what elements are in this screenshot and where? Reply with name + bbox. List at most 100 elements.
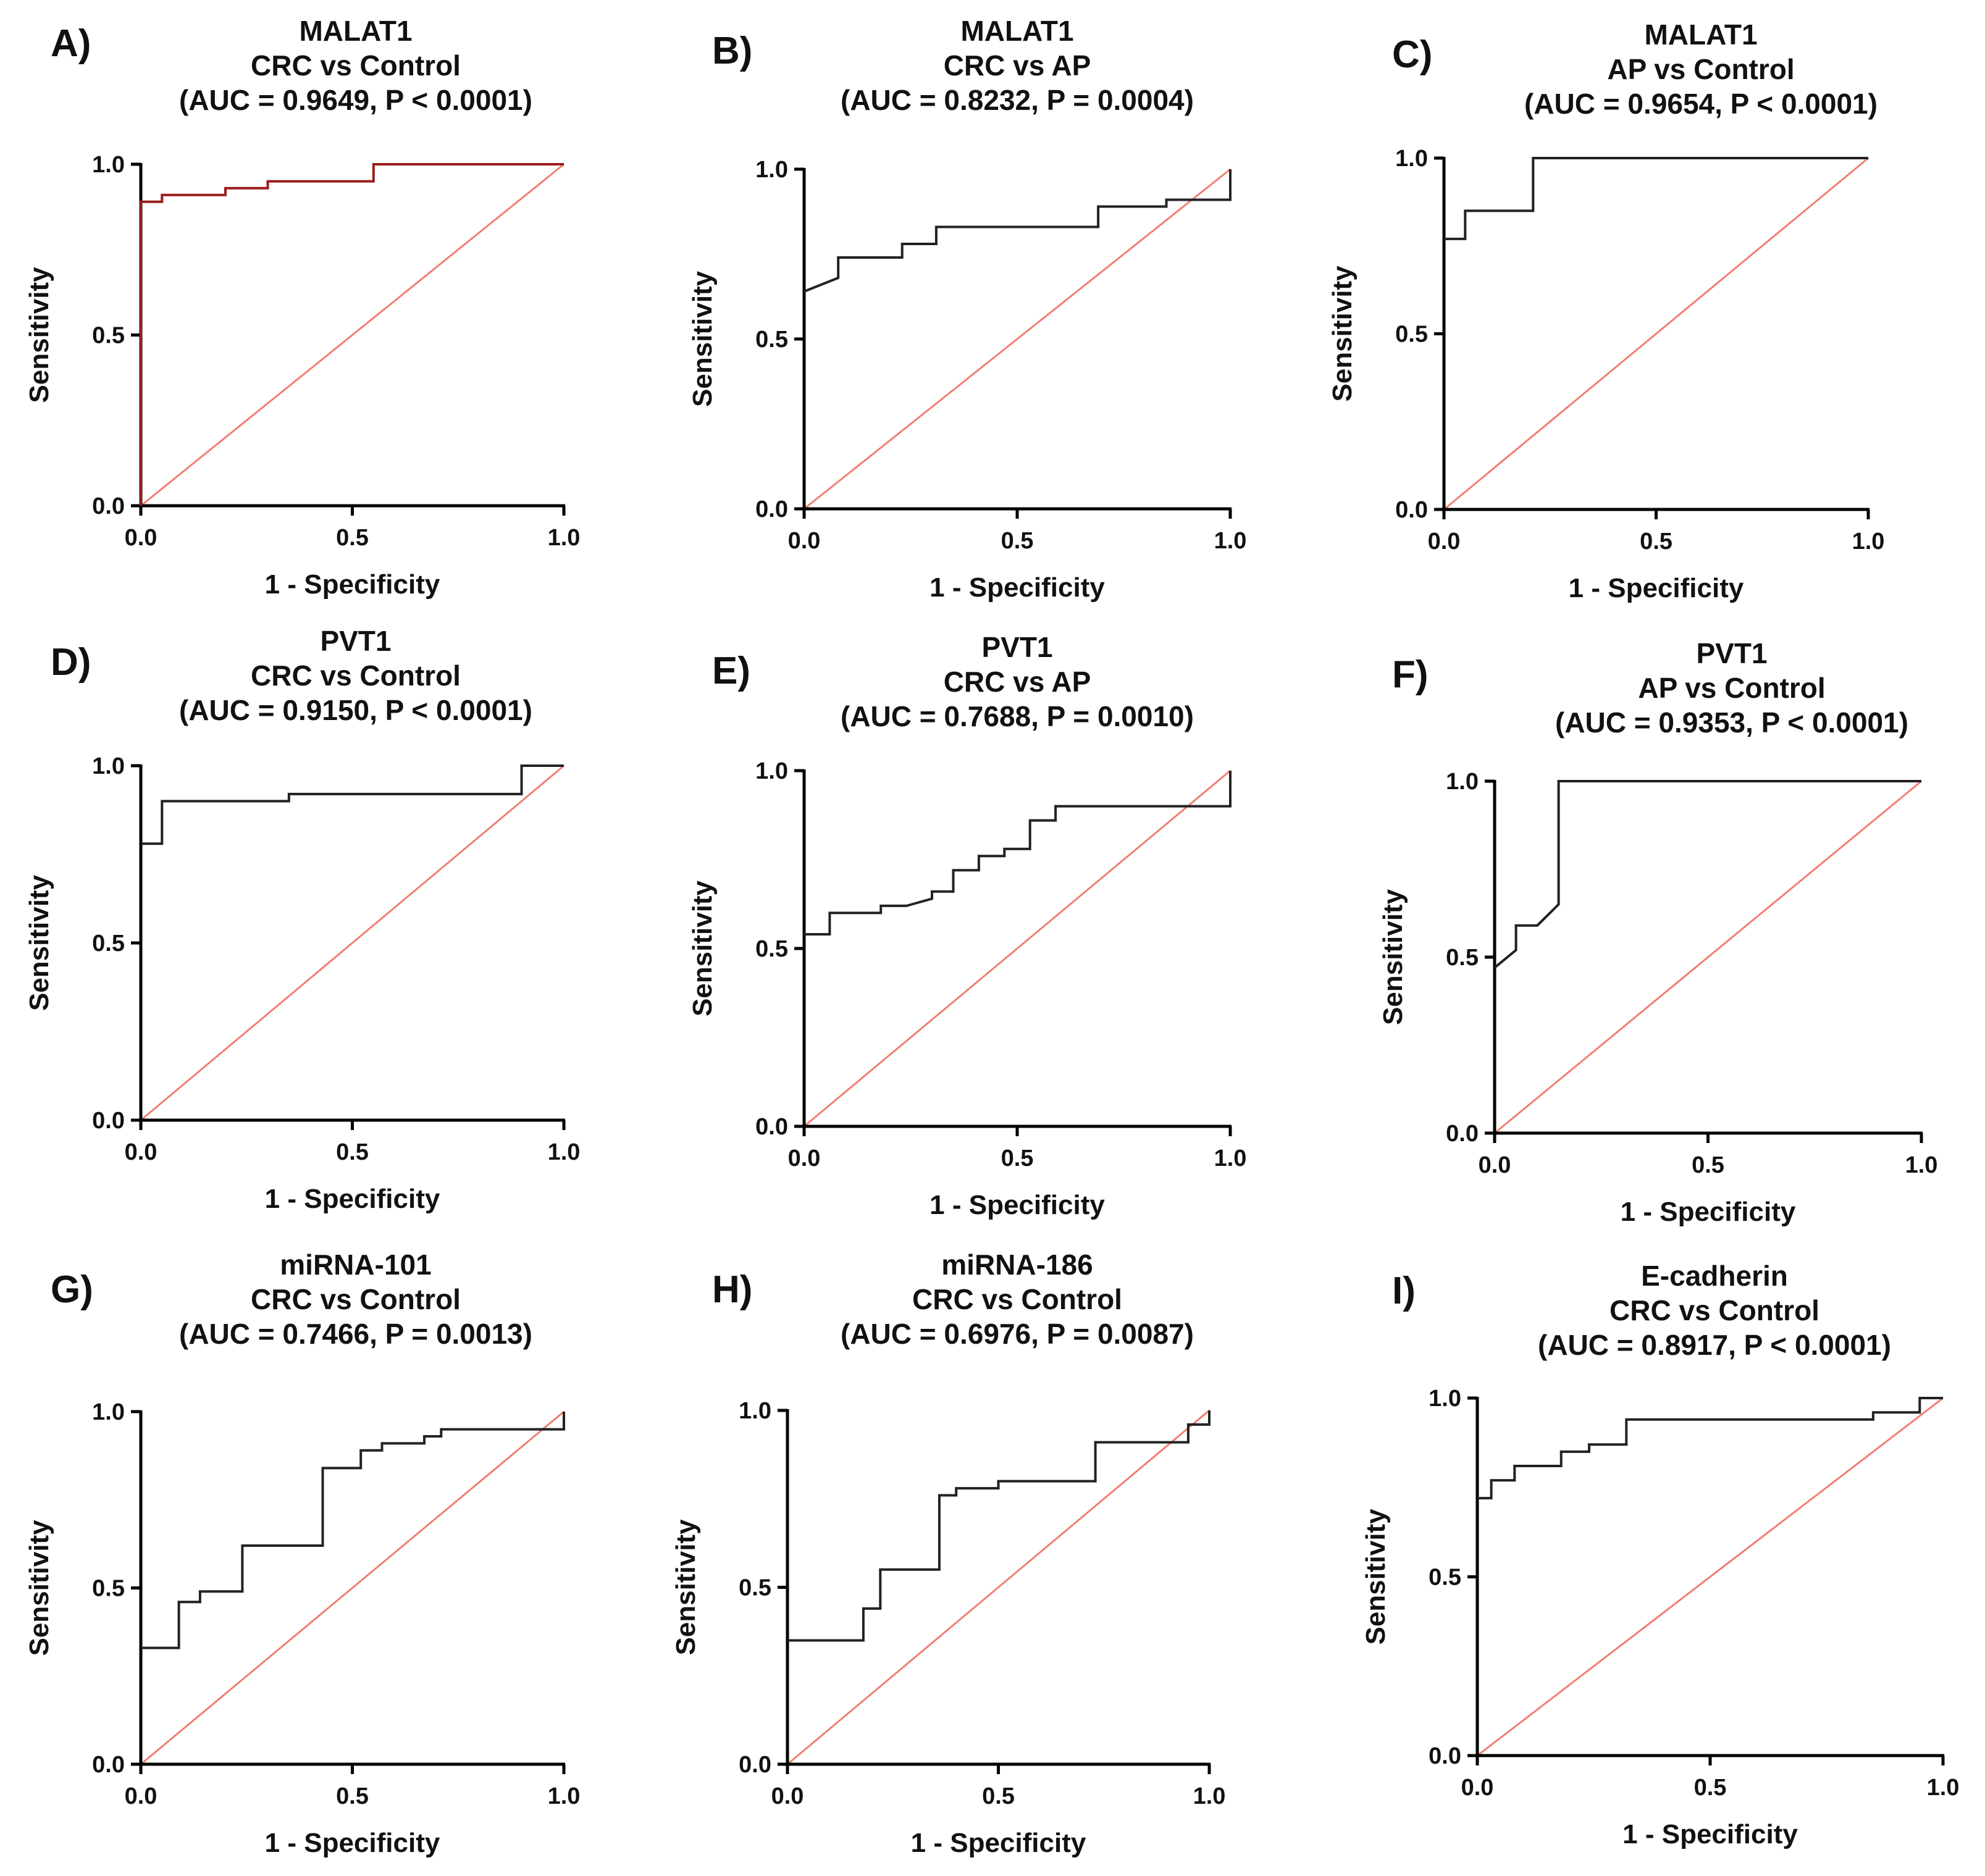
roc-panel-e: E) PVT1 CRC vs AP (AUC = 0.7688, P = 0.0… [661, 618, 1323, 1242]
y-tick-label: 1.0 [755, 758, 788, 784]
x-tick-label: 0.5 [1640, 529, 1672, 555]
y-tick-label: 0.5 [92, 931, 125, 957]
roc-panel-h: H) miRNA-186 CRC vs Control (AUC = 0.697… [661, 1235, 1323, 1860]
panel-title: miRNA-101 CRC vs Control (AUC = 0.7466, … [121, 1247, 590, 1351]
title-line-auc: (AUC = 0.7466, P = 0.0013) [179, 1318, 532, 1350]
x-tick-label: 1.0 [1905, 1152, 1938, 1178]
x-axis-title: 1 - Specificity [911, 1828, 1086, 1858]
roc-curve-line [140, 163, 564, 506]
title-line-comparison: CRC vs Control [251, 49, 461, 82]
title-line-auc: (AUC = 0.6976, P = 0.0087) [841, 1318, 1194, 1350]
y-tick-label: 0.0 [755, 1114, 788, 1140]
y-tick-label: 0.0 [92, 493, 125, 519]
y-tick-label: 0.5 [755, 936, 788, 962]
x-tick-label: 0.0 [771, 1783, 804, 1809]
x-tick-label: 0.0 [125, 525, 157, 551]
y-tick-label: 0.5 [92, 1576, 125, 1602]
y-tick-label: 0.5 [92, 323, 125, 349]
reference-line [804, 168, 1231, 510]
y-tick-label: 1.0 [1395, 146, 1428, 172]
roc-curve-line [804, 771, 1232, 936]
roc-curve-line [787, 1410, 1211, 1642]
roc-plot: 0.0 0.5 1.0 0.0 0.5 1.0 1 - Specificity Sensiti… [1378, 769, 1938, 1227]
title-line-auc: (AUC = 0.8917, P < 0.0001) [1538, 1329, 1891, 1362]
x-tick-label: 0.5 [336, 1783, 369, 1809]
title-line-gene: MALAT1 [299, 15, 413, 47]
x-tick-label: 0.0 [125, 1139, 157, 1165]
x-tick-label: 1.0 [1214, 1145, 1247, 1171]
y-tick-label: 0.5 [1446, 945, 1479, 971]
y-axis-title: Sensitivity [1361, 1509, 1391, 1645]
x-tick-label: 0.5 [336, 525, 369, 551]
y-tick-label: 1.0 [1446, 769, 1479, 795]
title-line-gene: miRNA-101 [280, 1249, 432, 1281]
title-line-gene: PVT1 [1696, 637, 1768, 669]
x-axis-title: 1 - Specificity [1621, 1197, 1796, 1227]
y-tick-label: 1.0 [92, 1399, 125, 1425]
y-tick-label: 0.0 [1395, 497, 1428, 523]
x-tick-label: 0.5 [982, 1783, 1015, 1809]
x-tick-label: 0.0 [788, 1145, 821, 1171]
title-line-gene: E-cadherin [1641, 1260, 1788, 1292]
x-axis-title: 1 - Specificity [1622, 1819, 1798, 1849]
title-line-comparison: CRC vs Control [251, 1283, 461, 1316]
title-line-gene: PVT1 [981, 631, 1053, 663]
panel-title: PVT1 CRC vs Control (AUC = 0.9150, P < 0… [121, 624, 590, 727]
y-tick-label: 0.5 [1429, 1565, 1461, 1591]
roc-curve-line [804, 169, 1232, 293]
roc-curve-line [1493, 780, 1921, 969]
roc-plot: 0.0 0.5 1.0 0.0 0.5 1.0 1 - Specificity Sensiti… [687, 157, 1247, 603]
y-tick-label: 0.0 [739, 1752, 771, 1778]
panel-label: E) [712, 650, 750, 692]
x-tick-label: 0.5 [1692, 1152, 1724, 1178]
title-line-auc: (AUC = 0.7688, P = 0.0010) [841, 700, 1194, 733]
x-tick-label: 1.0 [1193, 1783, 1226, 1809]
x-tick-label: 1.0 [548, 1783, 581, 1809]
x-tick-label: 1.0 [1927, 1775, 1960, 1801]
y-tick-label: 0.5 [1395, 322, 1428, 348]
roc-plot: 0.0 0.5 1.0 0.0 0.5 1.0 1 - Specificity Sensiti… [1327, 146, 1884, 603]
x-axis-title: 1 - Specificity [1569, 573, 1744, 603]
x-axis-title: 1 - Specificity [265, 1828, 440, 1858]
x-tick-label: 0.5 [1001, 528, 1034, 554]
y-axis-title: Sensitivity [687, 270, 718, 407]
title-line-comparison: CRC vs Control [1609, 1294, 1819, 1327]
panel-title: MALAT1 CRC vs Control (AUC = 0.9649, P <… [121, 14, 590, 117]
panel-label: I) [1392, 1270, 1416, 1312]
roc-panel-g: G) miRNA-101 CRC vs Control (AUC = 0.746… [0, 1235, 661, 1860]
roc-panel-i: I) E-cadherin CRC vs Control (AUC = 0.89… [1323, 1235, 1984, 1860]
title-line-comparison: CRC vs Control [912, 1283, 1122, 1316]
x-tick-label: 0.0 [1479, 1152, 1511, 1178]
roc-panel-f: F) PVT1 AP vs Control (AUC = 0.9353, P <… [1323, 618, 1984, 1242]
title-line-comparison: AP vs Control [1607, 53, 1795, 86]
x-tick-label: 0.0 [1461, 1775, 1494, 1801]
panel-label: D) [51, 641, 91, 684]
reference-line [787, 1409, 1210, 1765]
y-tick-label: 1.0 [92, 753, 125, 779]
panel-title: E-cadherin CRC vs Control (AUC = 0.8917,… [1480, 1258, 1949, 1362]
roc-curve-line [141, 1412, 565, 1649]
title-line-comparison: AP vs Control [1638, 672, 1826, 705]
y-axis-title: Sensitivity [687, 880, 718, 1016]
y-axis-title: Sensitivity [671, 1519, 701, 1656]
roc-plot: 0.0 0.5 1.0 0.0 0.5 1.0 1 - Specificity Sensiti… [24, 152, 580, 600]
panel-title: PVT1 CRC vs AP (AUC = 0.7688, P = 0.0010… [783, 630, 1252, 734]
panel-label: F) [1392, 653, 1429, 696]
y-tick-label: 1.0 [739, 1398, 771, 1424]
reference-line [140, 163, 564, 507]
roc-plot: 0.0 0.5 1.0 0.0 0.5 1.0 1 - Specificity Sensiti… [24, 1399, 581, 1858]
x-tick-label: 0.0 [1428, 529, 1461, 555]
title-line-auc: (AUC = 0.9654, P < 0.0001) [1524, 88, 1878, 120]
x-tick-label: 0.5 [1694, 1775, 1727, 1801]
reference-line [140, 764, 564, 1121]
roc-panel-d: D) PVT1 CRC vs Control (AUC = 0.9150, P … [0, 618, 661, 1242]
x-tick-label: 0.0 [788, 528, 821, 554]
reference-line [140, 1410, 564, 1765]
reference-line [1443, 157, 1869, 511]
roc-plot: 0.0 0.5 1.0 0.0 0.5 1.0 1 - Specificity Sensiti… [687, 758, 1247, 1220]
x-tick-label: 1.0 [1214, 528, 1247, 554]
title-line-gene: PVT1 [320, 625, 392, 657]
roc-curve-line [1477, 1397, 1943, 1500]
roc-plot: 0.0 0.5 1.0 0.0 0.5 1.0 1 - Specificity Sensiti… [1361, 1386, 1960, 1849]
x-axis-title: 1 - Specificity [265, 569, 440, 600]
